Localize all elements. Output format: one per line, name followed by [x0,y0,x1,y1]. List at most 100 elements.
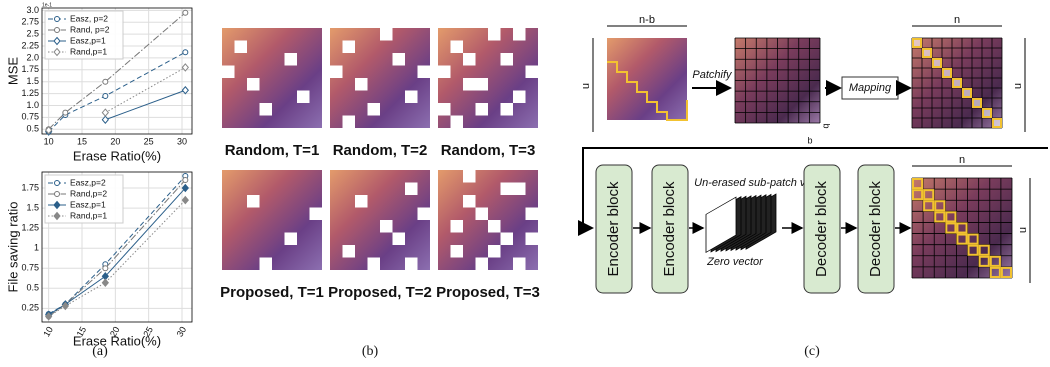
marker [103,93,108,98]
erased-patch [501,183,514,196]
legend-label: Rand,p=1 [70,210,107,220]
highlight-patch [943,69,951,77]
marker [183,10,188,15]
erased-patch [513,91,526,104]
dim-label: n [580,83,592,89]
erased-patch [368,258,381,271]
y-tick-label: 1.25 [21,223,39,233]
erased-patch [247,78,260,91]
erased-patch [513,258,526,271]
y-tick-label: 3.0 [26,5,39,15]
erased-patch [418,66,431,79]
y-tick-label: 1.75 [21,182,39,192]
x-tick-label: 30 [175,325,189,339]
block-label: Decoder block [867,181,884,277]
erased-patch [343,245,356,258]
erased-patch [418,208,431,221]
erased-patch [235,41,248,54]
erased-patch [393,233,406,246]
highlight-patch [963,89,971,97]
charts: 0.50.751.01.251.51.752.02.252.52.753.010… [5,2,192,348]
tile-label: Random, T=1 [225,142,320,159]
erased-patch [285,53,298,66]
dim-label: b [807,135,812,145]
dim-label: n [1017,227,1029,233]
erased-patch [438,103,451,116]
y-tick-label: 1.0 [26,100,39,110]
erased-patch [260,103,273,116]
erased-patch [451,245,464,258]
page: {"chart_data": [ {"type": "line", "ylabe… [0,0,1050,367]
dim-label: n-b [639,14,655,26]
erased-patch [438,66,451,79]
y-tick-label: 0.5 [26,283,39,293]
input-image [607,38,687,120]
erased-patch [488,245,501,258]
erased-patch [405,258,418,271]
block-label: Encoder block [605,181,622,277]
erased-patch [463,53,476,66]
legend-label: Rand,p=2 [70,188,107,198]
highlight-patch [923,49,931,57]
block-label: Encoder block [661,181,678,277]
legend-marker [55,192,60,197]
erased-patch [222,66,235,79]
marker [183,178,188,183]
legend-marker [55,181,60,186]
figure: 0.50.751.01.251.51.752.02.252.52.753.010… [0,0,1050,367]
y-tick-label: 1.25 [21,88,39,98]
marker [103,79,108,84]
highlight-patch [983,109,991,117]
erased-patch [476,78,489,91]
tile-label: Random, T=2 [333,142,428,159]
erased-patch [463,78,476,91]
panel-c: n-b n Patchify b b Mapping n n Encoder b… [580,14,1048,293]
erased-patch [451,41,464,54]
erased-patch [501,233,514,246]
tile-label: Proposed, T=3 [436,284,540,301]
y-tick-label: 0.25 [21,303,39,313]
legend-label: Easz, p=2 [70,13,108,23]
dim-label: b [822,123,832,128]
erased-patch [343,41,356,54]
image-tile [222,170,322,270]
marker [182,87,188,94]
marker [103,266,108,271]
x-tick-label: 30 [177,136,187,146]
mapping-label: Mapping [849,82,892,94]
block-label: Decoder block [813,181,830,277]
legend-label: Rand,p=1 [70,46,107,56]
marker [63,110,68,115]
erased-patch [330,66,343,79]
arrow-label: Patchify [692,69,733,81]
erased-patch [476,258,489,271]
caption: (c) [804,344,820,359]
chart: 0.50.751.01.251.51.752.02.252.52.753.010… [5,2,192,163]
erased-patch [247,195,260,208]
y-axis-label: File saving ratio [5,201,20,292]
patch-grid [735,38,820,123]
series-line [49,52,186,131]
dim-label: n [954,14,960,26]
erased-patch [405,91,418,104]
y-tick-label: 0.5 [26,124,39,134]
panel-b: Random, T=1Random, T=2Random, T=3Propose… [220,28,540,301]
erased-patch [488,220,501,233]
erased-patch [513,28,526,41]
erased-patch [526,208,539,221]
erased-patch [451,116,464,129]
legend-marker [55,28,60,33]
mapped-grid [912,38,1002,128]
y-tick-label: 2.75 [21,17,39,27]
x-tick-label: 25 [144,136,154,146]
x-tick-label: 10 [41,325,55,339]
grid-image [912,178,1012,278]
dim-label: n [959,154,965,166]
stack-label: Zero vector [706,256,764,268]
highlight-patch [953,79,961,87]
erased-patch [260,258,273,271]
highlight-patch [973,99,981,107]
erased-patch [526,66,539,79]
erased-patch [393,53,406,66]
